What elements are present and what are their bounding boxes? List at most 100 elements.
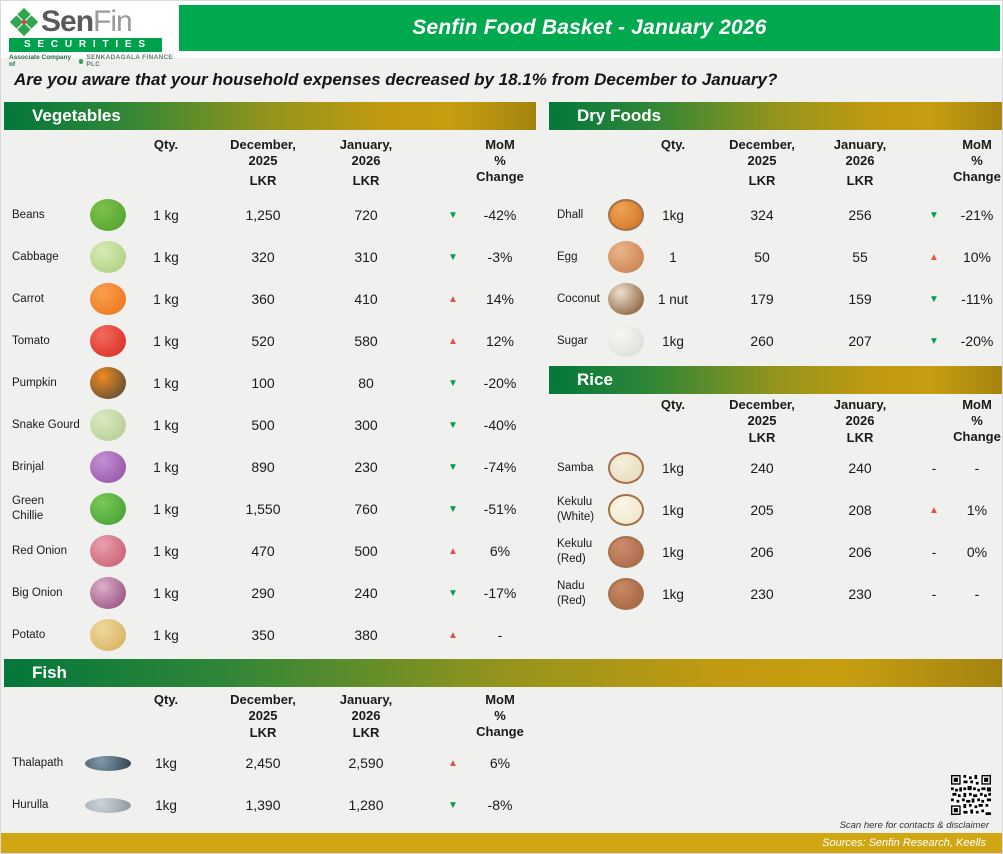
item-jan-price: 208 [848, 502, 872, 518]
item-name: Dhall [557, 208, 584, 221]
item-name: Carrot [12, 292, 44, 305]
item-image-cell [82, 367, 134, 399]
item-dec-price: 205 [750, 502, 774, 518]
item-pct-change: -74% [483, 459, 517, 475]
item-name: Thalapath [12, 756, 64, 769]
header-spacer [404, 692, 434, 742]
item-pct-change: - [497, 627, 503, 643]
item-qty: 1 kg [153, 543, 179, 559]
table-row: Brinjal 1 kg 890 230 ▼ -74% [4, 446, 528, 488]
up-arrow-icon: ▲ [448, 293, 458, 305]
up-arrow-icon: ▲ [448, 335, 458, 347]
item-qty: 1kg [662, 460, 684, 476]
item-dec-price: 890 [251, 459, 275, 475]
item-name: Beans [12, 208, 45, 221]
item-qty: 1 kg [153, 207, 179, 223]
top-header: SenFin S E C U R I T I E S Associate Com… [1, 1, 1002, 68]
col-header-december: December, 2025 LKR [230, 692, 296, 740]
item-image-cell [82, 451, 134, 483]
table-row: Kekulu (Red) 1kg 206 206 - 0% [549, 531, 1002, 573]
item-jan-price: 300 [354, 417, 378, 433]
kekulu-white-rice-icon [608, 494, 644, 526]
item-pct-change: 0% [966, 544, 988, 560]
table-row: Thalapath 1kg 2,450 2,590 ▲ 6% [4, 742, 528, 784]
section-rice: Rice Qty. December, 2025 LKR January, 2026 L… [549, 366, 1002, 615]
item-pct-change: - [974, 460, 980, 476]
col-header-mom: MoM% Change [476, 137, 524, 184]
item-name: Cabbage [12, 250, 59, 263]
item-qty: 1 kg [153, 333, 179, 349]
item-jan-price: 240 [354, 585, 378, 601]
table-rows: Dhall 1kg 324 256 ▼ -21% Egg 1 50 55 ▲ 10% Coconut 1 … [549, 194, 1002, 362]
item-pct-change: -3% [487, 249, 513, 265]
section-title: Rice [577, 370, 613, 389]
table-row: Snake Gourd 1 kg 500 300 ▼ -40% [4, 404, 528, 446]
header-spacer [605, 397, 647, 447]
header-spacer [82, 692, 134, 742]
item-dec-price: 100 [251, 375, 275, 391]
samba-rice-icon [608, 452, 644, 484]
item-name: Kekulu (Red) [557, 538, 593, 565]
section-bar-vegetables: Vegetables [4, 102, 536, 130]
col-header-december: December, 2025 LKR [729, 397, 795, 445]
item-jan-price: 206 [848, 544, 872, 560]
col-header-qty: Qty. [153, 137, 179, 152]
item-pct-change: -42% [483, 207, 517, 223]
item-dec-price: 260 [750, 333, 774, 349]
associate-company: SENKADAGALA FINANCE PLC [86, 54, 174, 68]
up-arrow-icon: ▲ [448, 545, 458, 557]
sugar-icon [608, 325, 644, 357]
table-rows: Samba 1kg 240 240 - - Kekulu (White) 1kg 205 208 ▲… [549, 447, 1002, 615]
dhall-icon [608, 199, 644, 231]
item-jan-price: 500 [354, 543, 378, 559]
tomato-icon [90, 325, 126, 357]
item-jan-price: 55 [852, 249, 868, 265]
up-arrow-icon: ▲ [929, 504, 939, 516]
down-arrow-icon: ▼ [448, 587, 458, 599]
kekulu-red-rice-icon [608, 536, 644, 568]
table-row: Big Onion 1 kg 290 240 ▼ -17% [4, 572, 528, 614]
associate-prefix: Associate Company of [9, 54, 72, 68]
subtitle-text: Are you aware that your household expens… [14, 69, 778, 89]
column-headers: Qty. December, 2025 LKR January, 2026 LKR Mo… [549, 394, 1002, 447]
header-spacer [434, 137, 472, 194]
item-name: Tomato [12, 334, 50, 347]
table-row: Green Chillie 1 kg 1,550 760 ▼ -51% [4, 488, 528, 530]
item-pct-change: -40% [483, 417, 517, 433]
item-jan-price: 256 [848, 207, 872, 223]
section-bar-fish: Fish [4, 659, 1002, 687]
beans-icon [90, 199, 126, 231]
sources-bar: Sources: Senfin Research, Keells [1, 833, 1002, 853]
item-name: Samba [557, 461, 594, 474]
section-bar-rice: Rice [549, 366, 1002, 394]
table-rows: Beans 1 kg 1,250 720 ▼ -42% Cabbage 1 kg 320 310 ▼… [4, 194, 528, 656]
up-arrow-icon: ▲ [448, 629, 458, 641]
no-change-dash: - [931, 544, 937, 560]
green-chillie-icon [90, 493, 126, 525]
item-qty: 1kg [155, 797, 177, 813]
item-dec-price: 290 [251, 585, 275, 601]
snake-gourd-icon [90, 409, 126, 441]
item-image-cell [82, 755, 134, 771]
section-dry-foods: Dry Foods Qty. December, 2025 LKR January,… [549, 102, 1002, 362]
item-dec-price: 350 [251, 627, 275, 643]
table-row: Red Onion 1 kg 470 500 ▲ 6% [4, 530, 528, 572]
item-name: Big Onion [12, 586, 63, 599]
table-row: Coconut 1 nut 179 159 ▼ -11% [549, 278, 1002, 320]
table-row: Beans 1 kg 1,250 720 ▼ -42% [4, 194, 528, 236]
red-onion-icon [90, 535, 126, 567]
header-spacer [895, 397, 917, 447]
item-pct-change: 12% [485, 333, 515, 349]
item-image-cell [82, 577, 134, 609]
item-qty: 1kg [662, 207, 684, 223]
header-spacer [917, 137, 951, 194]
table-row: Potato 1 kg 350 380 ▲ - [4, 614, 528, 656]
section-fish: Fish Qty. December, 2025 LKR January, 2026 L… [4, 659, 1002, 826]
item-image-cell [82, 325, 134, 357]
item-dec-price: 2,450 [245, 755, 281, 771]
col-header-december: December, 2025 LKR [729, 137, 795, 188]
item-image-cell [605, 283, 647, 315]
col-header-qty: Qty. [153, 692, 179, 707]
item-qty: 1 kg [153, 291, 179, 307]
item-dec-price: 230 [750, 586, 774, 602]
